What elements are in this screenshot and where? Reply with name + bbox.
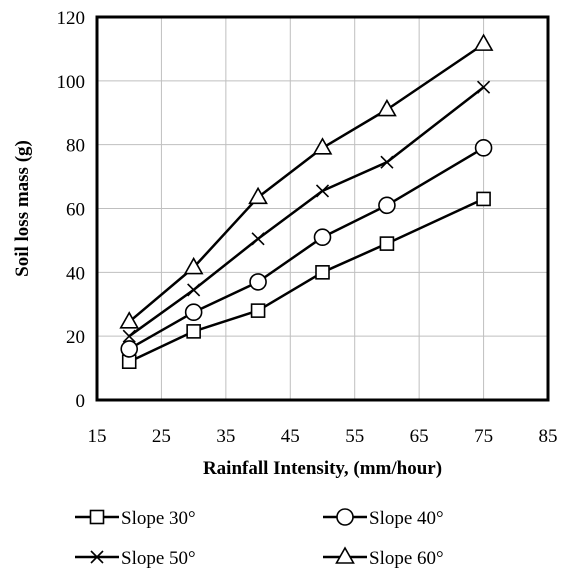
x-tick-label: 35 (216, 426, 235, 447)
legend: Slope 30° Slope 40° Slope 50° Slope 60° (75, 508, 444, 569)
data-point-stroke (315, 184, 330, 198)
series-group (119, 33, 494, 370)
series-line (128, 43, 485, 323)
data-point (90, 550, 104, 564)
data-point (315, 184, 330, 198)
legend-label: Slope 40° (369, 508, 444, 529)
legend-label: Slope 60° (369, 548, 444, 569)
x-tick-label: 55 (345, 426, 364, 447)
data-point (250, 303, 266, 318)
data-point (474, 139, 493, 157)
data-point-stroke (90, 550, 104, 564)
legend-item: Slope 50° (75, 548, 196, 569)
series-line (128, 197, 485, 363)
data-point (312, 137, 333, 155)
data-point (379, 236, 395, 251)
legend-item: Slope 60° (323, 546, 444, 569)
data-point-stroke (187, 283, 201, 297)
y-tick-label: 20 (66, 327, 85, 348)
data-point (336, 508, 354, 526)
x-tick-label: 65 (410, 426, 429, 447)
x-tick-label: 15 (88, 426, 107, 447)
data-point (473, 33, 494, 51)
data-point (251, 232, 265, 246)
series-2 (120, 139, 493, 358)
data-point (249, 273, 267, 291)
data-point (477, 80, 491, 94)
data-point (476, 191, 491, 207)
y-tick-label: 0 (76, 391, 86, 412)
legend-item: Slope 40° (323, 508, 444, 529)
data-point (315, 265, 330, 280)
data-point (120, 340, 139, 358)
x-tick-label: 75 (474, 426, 493, 447)
legend-label: Slope 30° (121, 508, 196, 529)
data-point (122, 329, 136, 343)
series-3 (122, 80, 491, 343)
data-point (89, 509, 105, 525)
y-tick-label: 100 (57, 72, 86, 93)
series-line (128, 86, 485, 338)
data-point (186, 324, 201, 339)
data-point-stroke (122, 329, 136, 343)
data-point (335, 546, 355, 564)
y-tick-label: 120 (57, 8, 86, 29)
x-tick-label: 85 (539, 426, 558, 447)
data-point (183, 256, 204, 275)
y-axis-title: Soil loss mass (g) (12, 140, 33, 277)
legend-label: Slope 50° (121, 548, 196, 569)
y-tick-label: 60 (66, 200, 85, 221)
data-point-stroke (251, 232, 265, 246)
data-point (378, 196, 396, 215)
series-line (128, 146, 485, 350)
y-tick-label: 80 (66, 136, 85, 157)
data-point (248, 186, 268, 205)
series-4 (119, 33, 494, 329)
data-point-stroke (380, 155, 394, 169)
data-point (187, 283, 201, 297)
y-tick-label: 40 (66, 263, 85, 284)
grid (97, 17, 548, 400)
x-axis-title: Rainfall Intensity, (mm/hour) (203, 458, 442, 479)
data-point-stroke (477, 80, 491, 94)
axis-ticks: 15 25 35 45 55 65 75 85 0 20 40 60 80 100 120 (57, 8, 558, 447)
plot-frame (95, 15, 550, 402)
data-point (184, 303, 203, 322)
x-tick-label: 45 (281, 426, 300, 447)
series-1 (121, 191, 491, 370)
data-point (380, 155, 394, 169)
data-point (119, 311, 140, 329)
legend-item: Slope 30° (75, 508, 196, 529)
data-point (313, 228, 332, 247)
data-point (377, 98, 397, 117)
x-tick-label: 25 (152, 426, 171, 447)
